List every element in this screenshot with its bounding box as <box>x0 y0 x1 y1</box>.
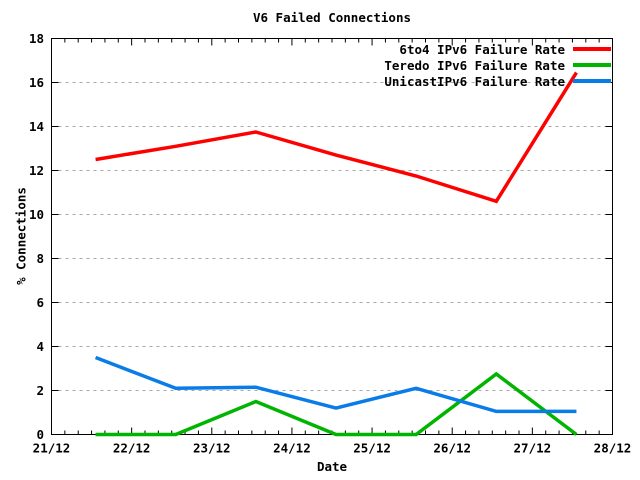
y-tick-label: 4 <box>36 339 44 354</box>
legend-label: Teredo IPv6 Failure Rate <box>384 57 565 73</box>
legend-item: UnicastIPv6 Failure Rate <box>384 73 611 89</box>
legend-item: 6to4 IPv6 Failure Rate <box>384 41 611 57</box>
x-tick-label: 23/12 <box>193 441 231 456</box>
legend-line-sample <box>573 63 611 67</box>
legend-label: 6to4 IPv6 Failure Rate <box>399 41 565 57</box>
plot-frame <box>51 38 613 435</box>
legend-line-sample <box>573 47 611 51</box>
y-tick-label: 8 <box>36 251 44 266</box>
y-tick-label: 12 <box>29 163 44 178</box>
series-line-teredo <box>95 371 578 437</box>
x-axis-label: Date <box>316 459 348 474</box>
legend-item: Teredo IPv6 Failure Rate <box>384 57 611 73</box>
chart-title: V6 Failed Connections <box>252 10 412 25</box>
y-tick-label: 18 <box>29 31 44 46</box>
y-axis-label: % Connections <box>13 187 29 285</box>
y-tick-label: 14 <box>29 119 44 134</box>
y-tick-label: 10 <box>29 207 44 222</box>
legend-line-sample <box>573 79 611 83</box>
y-tick-label: 6 <box>36 295 44 310</box>
x-tick-label: 26/12 <box>433 441 471 456</box>
series-line-6to4 <box>95 71 578 204</box>
x-tick-label: 28/12 <box>594 441 632 456</box>
y-tick-label: 16 <box>29 75 44 90</box>
x-tick-label: 27/12 <box>514 441 552 456</box>
series-line-unicastipv6 <box>94 355 577 414</box>
x-tick-label: 22/12 <box>113 441 151 456</box>
x-tick-label: 24/12 <box>273 441 311 456</box>
y-tick-label: 0 <box>36 427 44 442</box>
x-tick-label: 21/12 <box>33 441 71 456</box>
legend: 6to4 IPv6 Failure Rate Teredo IPv6 Failu… <box>384 41 611 89</box>
legend-label: UnicastIPv6 Failure Rate <box>384 73 565 89</box>
y-tick-label: 2 <box>36 383 44 398</box>
x-tick-label: 25/12 <box>353 441 391 456</box>
